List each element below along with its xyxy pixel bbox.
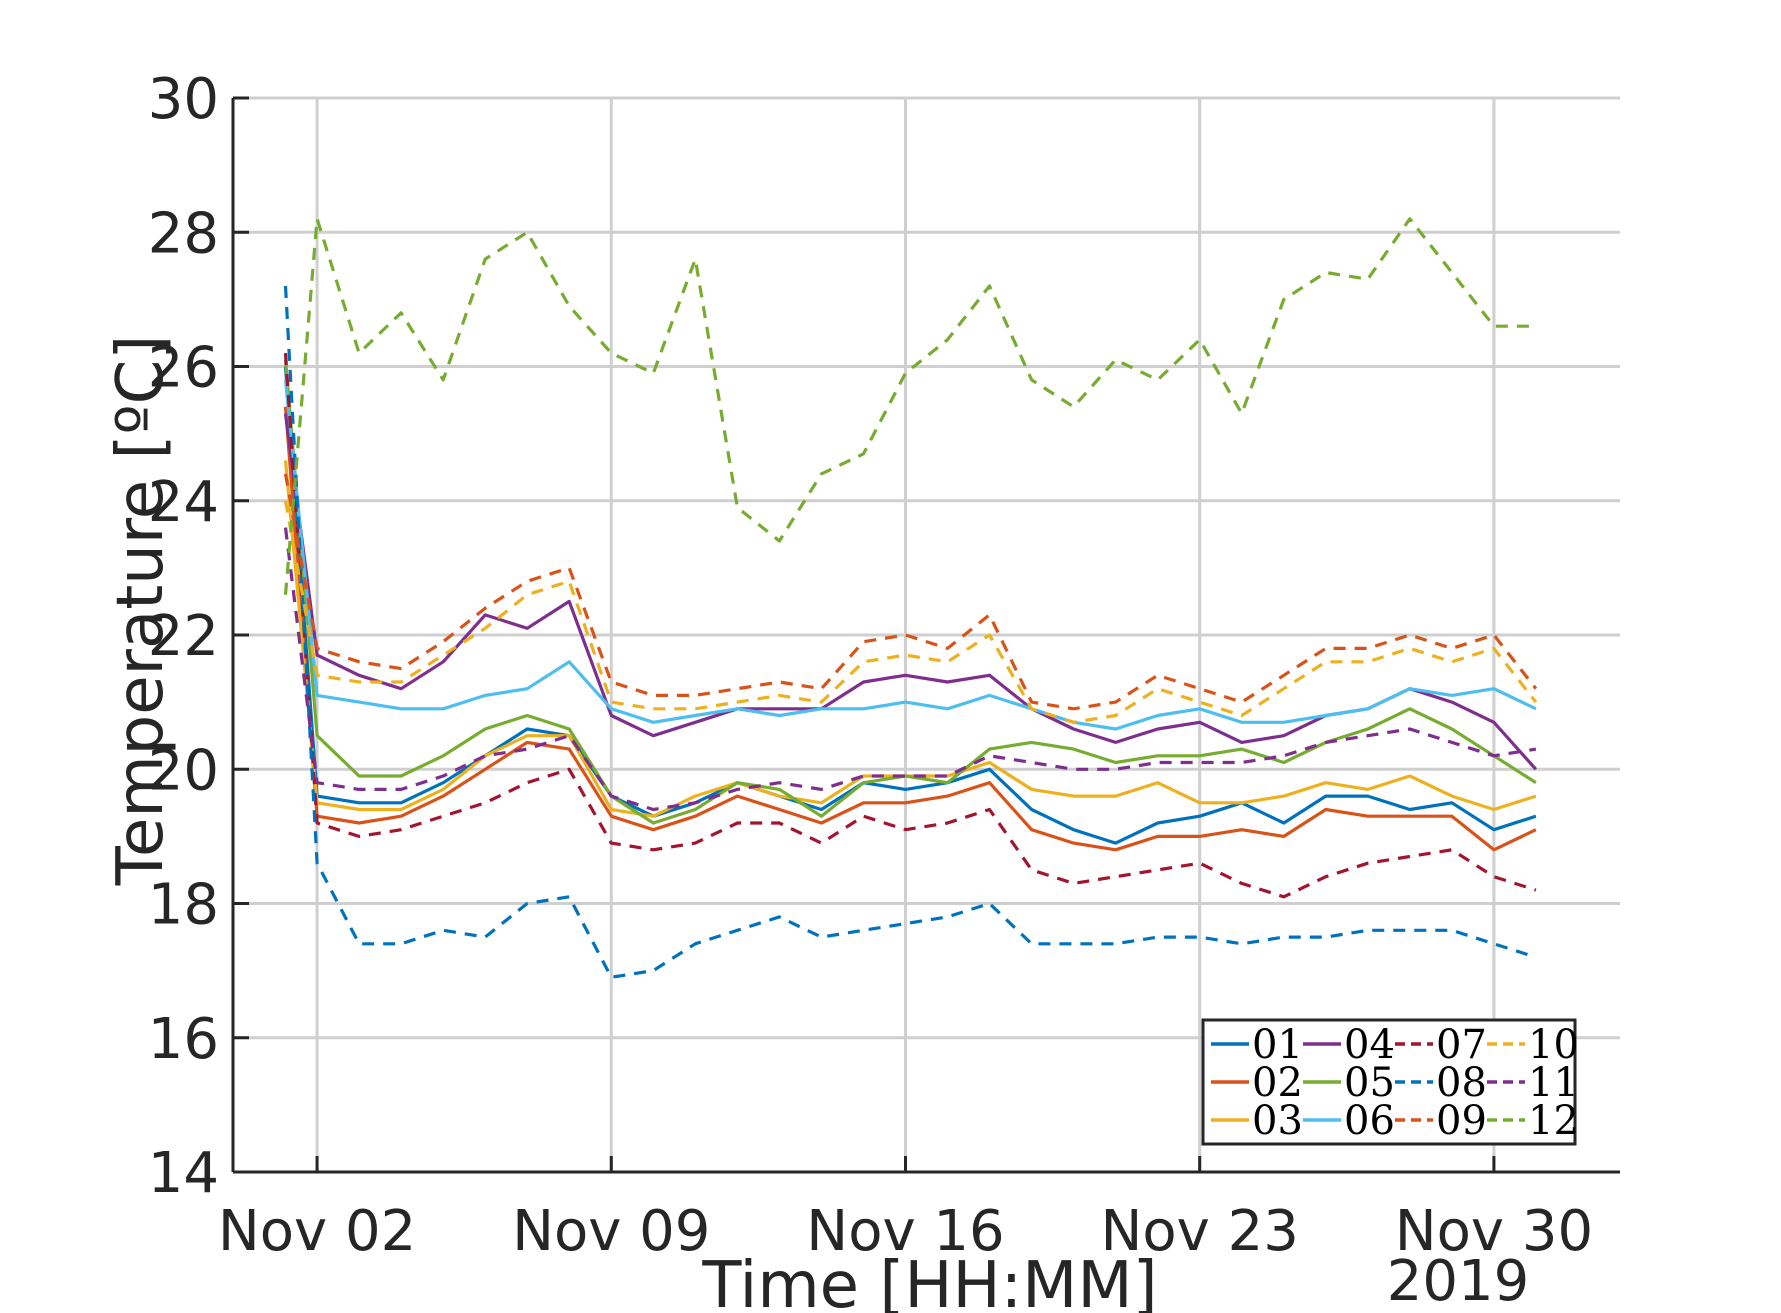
- legend-label: 12: [1528, 1098, 1579, 1144]
- y-tick-label: 28: [148, 201, 219, 266]
- tick-labels: 14 16 18 20 22 24 26 28 30 Nov 02 Nov 09 Nov 16 Nov …: [148, 67, 1593, 1264]
- y-tick-label: 16: [148, 1007, 219, 1072]
- series-line-02: [283, 406, 1537, 852]
- x-tick-label: Nov 30: [1395, 1199, 1593, 1264]
- y-axis-title: Temperature [ºC]: [104, 335, 178, 887]
- series-line-06: [283, 379, 1537, 731]
- y-tick-label: 18: [148, 873, 219, 938]
- legend-label: 05: [1344, 1060, 1395, 1106]
- legend-label: 01: [1252, 1022, 1303, 1068]
- y-tick-label: 24: [148, 470, 219, 535]
- x-tick-label: Nov 23: [1101, 1199, 1299, 1264]
- series-line-10: [283, 500, 1538, 724]
- y-tick-label: 14: [148, 1141, 219, 1206]
- legend-label: 09: [1436, 1098, 1487, 1144]
- series-line-07: [283, 352, 1537, 899]
- legend-label: 02: [1252, 1060, 1303, 1106]
- x-axis-year-label: 2019: [1387, 1249, 1530, 1313]
- legend-label: 11: [1528, 1060, 1579, 1106]
- legend-label: 10: [1528, 1022, 1579, 1068]
- legend-label: 04: [1344, 1022, 1395, 1068]
- legend-label: 07: [1436, 1022, 1487, 1068]
- series-line-12: [283, 217, 1536, 595]
- legend-label: 06: [1344, 1098, 1395, 1144]
- y-tick-label: 22: [148, 604, 219, 669]
- legend-label: 08: [1436, 1060, 1487, 1106]
- y-tick-label: 20: [148, 738, 219, 803]
- series-layer: [283, 217, 1538, 979]
- x-tick-label: Nov 16: [806, 1199, 1004, 1264]
- y-tick-label: 26: [148, 336, 219, 401]
- x-axis-title: Time [HH:MM]: [701, 1249, 1157, 1313]
- y-tick-label: 30: [148, 67, 219, 132]
- x-tick-label: Nov 02: [218, 1199, 416, 1264]
- series-line-11: [283, 527, 1537, 812]
- legend-label: 03: [1252, 1098, 1303, 1144]
- series-line-09: [283, 473, 1538, 711]
- x-tick-label: Nov 09: [512, 1199, 710, 1264]
- axes: [231, 96, 1620, 1174]
